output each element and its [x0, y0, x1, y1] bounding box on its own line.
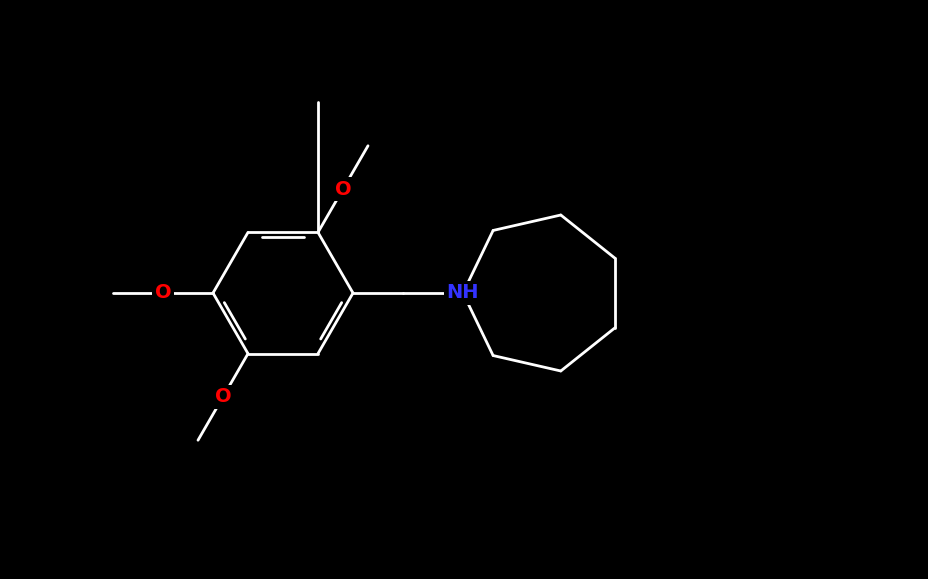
Text: O: O — [214, 387, 231, 406]
Text: O: O — [334, 179, 351, 199]
Text: NH: NH — [446, 284, 479, 302]
Text: O: O — [155, 284, 171, 302]
